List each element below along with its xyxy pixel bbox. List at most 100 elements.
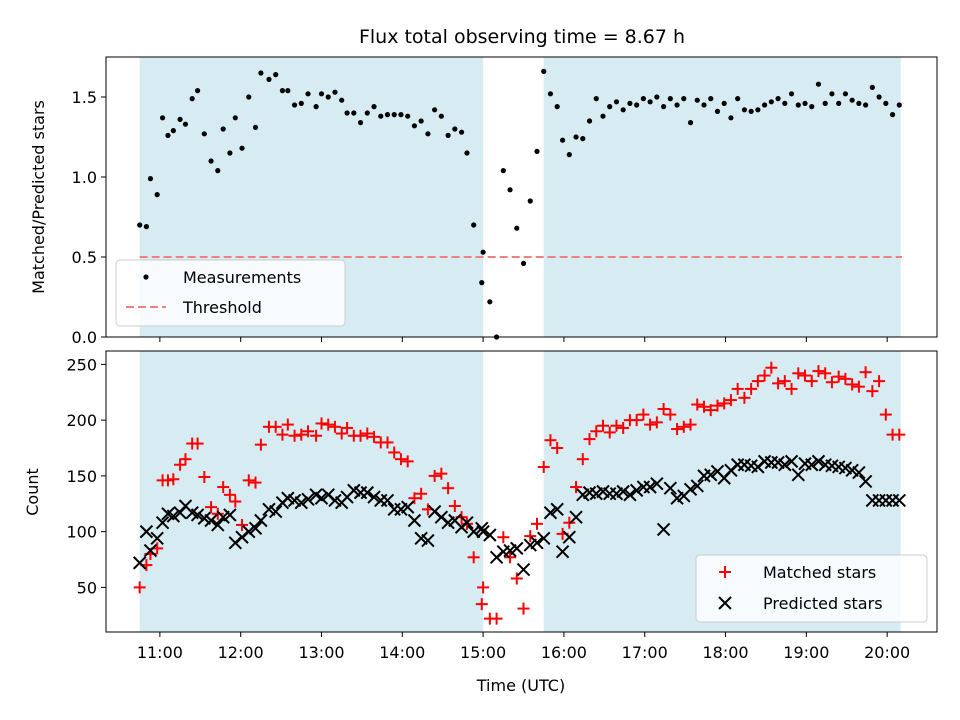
measurement-point (357, 120, 364, 126)
matched-star-point (368, 430, 381, 443)
matched-star-point (276, 428, 289, 441)
measurement-point (480, 249, 486, 255)
predicted-star-point (858, 474, 873, 489)
measurement-point (735, 96, 741, 102)
x-tick-label: 13:00 (298, 643, 344, 662)
x-tick-label: 16:00 (541, 643, 587, 662)
matched-star-point (408, 492, 421, 505)
matched-star-point (341, 421, 354, 434)
predicted-star-point (155, 516, 170, 530)
predicted-star-point (616, 484, 630, 499)
predicted-star-point (407, 513, 422, 528)
matched-star-point (644, 418, 657, 431)
measurement-point (869, 84, 875, 90)
matched-star-point (167, 473, 180, 486)
matched-star-point (570, 481, 583, 494)
measurement-point (627, 100, 633, 106)
measurement-point (208, 158, 214, 164)
predicted-star-point (132, 556, 147, 570)
measurement-point (411, 123, 418, 129)
predicted-star-point (242, 524, 256, 539)
matched-star-point (530, 517, 543, 530)
measurement-point (279, 88, 286, 94)
legend-predicted-label: Predicted stars (763, 594, 883, 613)
measurement-point (586, 118, 593, 124)
predicted-stars-points (132, 454, 906, 577)
measurement-point (215, 168, 221, 174)
matched-star-point (302, 425, 315, 438)
matched-star-point (281, 418, 294, 431)
measurement-point (889, 112, 896, 118)
matched-star-point (504, 551, 517, 564)
measurement-point (613, 99, 620, 105)
predicted-star-point (778, 458, 792, 472)
measurement-point (755, 107, 761, 113)
top-y-axis-label: Matched/Predicted stars (29, 100, 48, 294)
measurement-point (246, 94, 252, 100)
predicted-star-point (254, 513, 268, 528)
measurement-point (775, 96, 781, 102)
top-legend-box (115, 259, 346, 327)
matched-star-point (792, 367, 805, 380)
measurement-point (660, 104, 667, 110)
matched-star-point (442, 482, 455, 495)
predicted-star-point (852, 465, 866, 480)
measurement-point (471, 222, 477, 228)
predicted-star-point (805, 458, 819, 472)
measurement-point (239, 145, 245, 151)
measurement-point (694, 97, 700, 103)
x-tick-label: 19:00 (783, 643, 829, 662)
measurement-point (573, 134, 579, 140)
matched-star-point (590, 425, 603, 438)
measurement-point (182, 121, 189, 127)
matched-star-point (179, 453, 192, 466)
measurement-point (232, 115, 238, 121)
measurement-point (273, 72, 279, 78)
matched-star-point (295, 428, 308, 441)
predicted-star-point (643, 480, 657, 494)
matched-star-point (799, 369, 812, 382)
matched-star-point (161, 474, 174, 487)
matched-star-point (745, 382, 758, 395)
measurement-point (620, 107, 626, 113)
matched-star-point (322, 418, 335, 431)
measurement-point (782, 100, 788, 106)
measurement-point (371, 104, 377, 110)
y-tick-label: 100 (66, 523, 97, 542)
matched-star-point (758, 369, 771, 382)
predicted-star-point (166, 509, 181, 523)
measurement-point (291, 102, 298, 108)
measurement-point (378, 113, 384, 119)
predicted-star-point (550, 502, 564, 517)
measurement-point (527, 198, 533, 204)
matched-star-point (217, 481, 230, 494)
measurement-point (445, 132, 451, 138)
matched-star-point (596, 419, 609, 432)
measurement-point (418, 118, 424, 124)
matched-star-point (467, 551, 480, 564)
matched-star-point (254, 438, 267, 451)
matched-star-point (537, 460, 550, 473)
y-tick-label: 1.0 (72, 168, 97, 187)
measurement-point (788, 91, 795, 97)
matched-star-point (718, 397, 731, 410)
matched-star-point (873, 375, 886, 388)
measurement-point (298, 100, 304, 106)
measurement-point (687, 120, 694, 126)
matched-star-point (551, 442, 564, 455)
measurement-point (836, 100, 842, 106)
measurement-point (137, 222, 143, 228)
measurement-point (464, 150, 470, 156)
matched-star-point (381, 436, 394, 449)
bottom-panel: 50 100 150 200 250 11:00 12:00 13:00 14:00 15:00… (23, 350, 938, 695)
measurement-point (285, 88, 291, 94)
matched-star-point (684, 418, 697, 431)
bottom-y-axis-label: Count (23, 468, 42, 516)
matched-star-point (205, 501, 218, 514)
measurement-point (681, 96, 687, 102)
measurement-point (547, 91, 554, 97)
predicted-star-point (248, 521, 263, 536)
measurement-point (728, 115, 734, 121)
top-legend: Measurements Threshold (115, 259, 346, 327)
